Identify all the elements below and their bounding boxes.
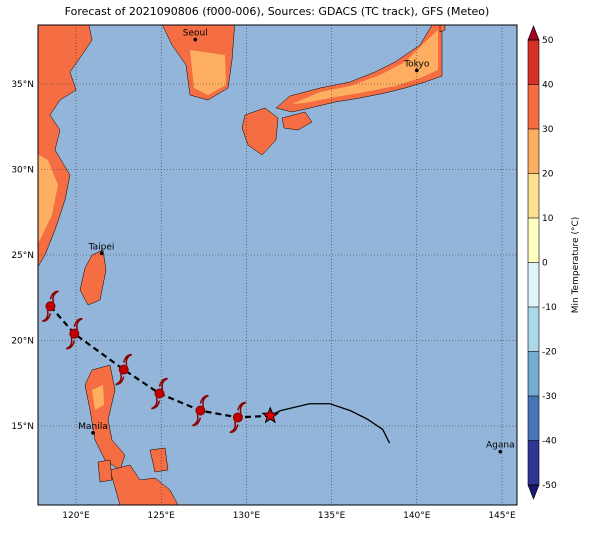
colorbar-bin [528, 218, 539, 263]
x-tick-label: 145°E [488, 511, 516, 521]
cyclone-arm [42, 310, 52, 323]
city-label: Seoul [183, 29, 208, 39]
colorbar-under [527, 484, 540, 500]
colorbar-bin [528, 262, 539, 307]
map-title: Forecast of 2021090806 (f000-006), Sourc… [65, 5, 490, 18]
cyclone-arm [65, 337, 76, 350]
colorbar-tick-label: 10 [542, 214, 554, 224]
cyclone-eye [232, 412, 243, 423]
honshu [275, 25, 443, 113]
y-tick-label: 25°N [11, 251, 34, 261]
y-tick-label: 15°N [11, 422, 34, 432]
city-label: Taipei [88, 242, 115, 252]
hokkaido [439, 25, 446, 33]
colorbar-tick-label: -30 [542, 392, 557, 402]
colorbar-tick-label: 50 [542, 36, 554, 46]
city-dot [193, 37, 198, 42]
cyclone-symbol [65, 317, 83, 350]
x-tick-label: 130°E [233, 511, 261, 521]
city-label: Tokyo [403, 59, 430, 69]
city-dot [498, 449, 503, 454]
city-dot [415, 68, 419, 73]
colorbar-tick-label: 20 [542, 170, 554, 180]
cyclone-symbol [151, 377, 168, 410]
city-dot [91, 431, 95, 435]
cyclone-symbol [229, 401, 247, 434]
colorbar-bin [528, 84, 539, 129]
cyclone-arm [115, 373, 125, 386]
colorbar-tick-label: -50 [542, 481, 557, 491]
y-tick-label: 35°N [11, 80, 34, 90]
colorbar-over [527, 25, 540, 41]
y-tick-label: 30°N [11, 165, 34, 175]
ocean [38, 25, 517, 505]
city-label: Agana [486, 441, 515, 451]
china-warm [38, 154, 58, 242]
y-tick-label: 20°N [11, 336, 34, 346]
current-position [261, 406, 280, 424]
colorbar-bin [528, 351, 539, 396]
colorbar-label: Min Temperature (°C) [571, 217, 581, 314]
cyclone-symbol [42, 290, 59, 323]
colorbar-bin [528, 307, 539, 352]
taiwan [79, 249, 107, 306]
colorbar-bin [528, 40, 539, 85]
colorbar-bin [528, 396, 539, 441]
cyclone-arm [158, 377, 168, 390]
past-track [269, 403, 391, 444]
cyclone-eye [195, 405, 206, 416]
cyclone-arm [237, 401, 247, 414]
cyclone-eye [118, 364, 129, 375]
cyclone-symbol [192, 394, 209, 427]
x-tick-label: 140°E [403, 511, 431, 521]
city-label: Manila [78, 422, 108, 432]
korea-warm [190, 50, 226, 95]
samar [149, 447, 169, 473]
shikoku [281, 111, 313, 131]
cyclone-arm [229, 421, 239, 434]
cyclone-arm [199, 394, 209, 407]
luzon-warm [92, 385, 104, 410]
colorbar-tick-label: -40 [542, 437, 557, 447]
colorbar-bin [528, 440, 539, 485]
cyclone-eye [45, 301, 56, 312]
cyclone-symbol [115, 353, 133, 386]
colorbar-tick-label: 40 [542, 81, 554, 91]
x-tick-label: 120°E [62, 511, 90, 521]
land [38, 25, 446, 505]
kyushu [241, 107, 279, 156]
visayas [109, 464, 179, 505]
cyclone-arm [49, 290, 59, 303]
colorbar-tick-label: -10 [542, 303, 557, 313]
mindoro [97, 459, 113, 483]
map-frame [37, 24, 518, 506]
x-tick-label: 135°E [318, 511, 346, 521]
colorbar-bin [528, 173, 539, 218]
colorbar-tick-label: -20 [542, 348, 557, 358]
cyclone-arm [73, 317, 83, 330]
cyclone-eye [154, 388, 165, 399]
honshu-warm [292, 30, 438, 104]
colorbar-bin [528, 129, 539, 174]
cyclone-arm [122, 353, 133, 366]
colorbar-tick-label: 0 [542, 259, 548, 269]
cyclone-arm [192, 414, 202, 427]
colorbar-tick-label: 30 [542, 125, 554, 135]
cyclone-eye [69, 328, 80, 339]
city-dot [99, 251, 104, 256]
cyclone-arm [151, 397, 161, 410]
x-tick-label: 125°E [148, 511, 176, 521]
